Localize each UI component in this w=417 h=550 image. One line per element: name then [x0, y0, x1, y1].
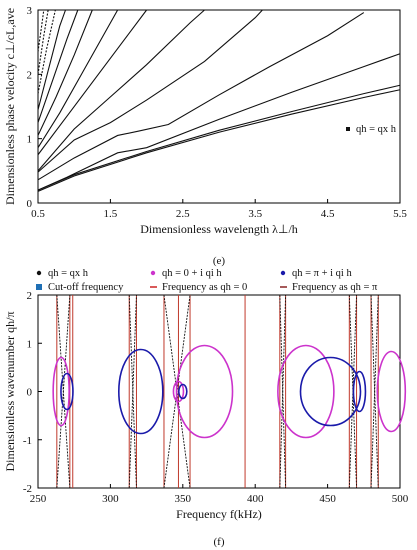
legend-label-e: qh = qx h [356, 124, 397, 135]
caption-e: (e) [213, 255, 226, 267]
series-line-e [37, 53, 401, 191]
series-line-e [37, 89, 401, 192]
series-line-e [37, 84, 401, 191]
series-line-e [37, 9, 67, 110]
legend-entry-f: Frequency as qh = π [280, 282, 378, 293]
real-branch [128, 294, 137, 489]
x-tick-label-e: 1.5 [104, 208, 118, 220]
real-branch [370, 294, 379, 489]
plot-area-f [37, 294, 401, 489]
x-tick-label-f: 500 [392, 493, 409, 505]
ticks-f: 250 300 350 400 450 500 -2 -1 0 1 2 [23, 290, 409, 505]
series-line-e [37, 9, 56, 94]
series-line-e [37, 9, 205, 172]
legend-marker-f [150, 270, 156, 276]
series-group-e [37, 9, 401, 192]
x-axis-label-e: Dimensionless wavelength λ⊥/h [140, 222, 298, 236]
x-tick-label-f: 350 [175, 493, 192, 505]
series-line-e [37, 9, 263, 173]
legend-entry-f: qh = qx h [36, 268, 89, 279]
imag-loop-pi [118, 348, 164, 435]
chart-panel-e: 0.5 1.5 2.5 3.5 4.5 5.5 0 1 2 3 Dimensionless wav… [3, 5, 407, 267]
series-group-f [52, 294, 407, 489]
x-tick-label-f: 400 [247, 493, 264, 505]
legend-marker-e [346, 127, 350, 131]
series-line-e [37, 9, 93, 136]
y-tick-label-e: 3 [27, 5, 33, 17]
legend-label-f: Frequency as qh = 0 [162, 282, 247, 293]
y-tick-label-e: 0 [27, 198, 33, 210]
imag-loop-pi [178, 383, 188, 400]
caption-f: (f) [214, 536, 225, 548]
imag-loop-0 [175, 344, 234, 439]
chart-panel-f: qh = qx h qh = 0 + i qi h qh = π + i qi h C… [3, 268, 409, 548]
x-tick-label-f: 250 [30, 493, 47, 505]
real-branch [279, 294, 287, 489]
legend-entry-f: qh = π + i qi h [280, 268, 352, 279]
y-tick-label-e: 1 [27, 134, 33, 146]
x-tick-label-e: 4.5 [321, 208, 335, 220]
x-tick-label-e: 3.5 [248, 208, 262, 220]
imag-loop-pi [60, 372, 74, 411]
legend-marker-f [280, 270, 286, 276]
y-tick-label-e: 2 [27, 69, 33, 81]
series-line-e [37, 9, 49, 75]
x-tick-label-f: 450 [319, 493, 336, 505]
legend-f: qh = qx h qh = 0 + i qi h qh = π + i qi h C… [36, 268, 378, 293]
legend-entry-f: Frequency as qh = 0 [150, 282, 247, 293]
imag-loop-0 [172, 380, 185, 403]
x-tick-label-e: 5.5 [393, 208, 407, 220]
ticks-e: 0.5 1.5 2.5 3.5 4.5 5.5 0 1 2 3 [27, 5, 408, 220]
x-axis-label-f: Frequency f(kHz) [176, 507, 262, 521]
imag-loop-0 [277, 344, 335, 439]
y-tick-label-f: 1 [27, 338, 33, 350]
real-branch [56, 294, 71, 489]
x-tick-label-e: 2.5 [176, 208, 190, 220]
y-tick-label-f: -1 [23, 435, 32, 447]
legend-label-f: qh = π + i qi h [292, 268, 352, 279]
y-tick-label-f: 2 [27, 290, 33, 302]
legend-marker-f [36, 270, 42, 276]
imag-loop-0 [52, 356, 70, 427]
imag-loop-0 [376, 350, 407, 433]
y-axis-label-e: Dimensionless phase velocity c⊥/cL,ave [3, 8, 17, 205]
legend-marker-f [36, 284, 42, 290]
legend-e: qh = qx h [346, 124, 397, 135]
imag-loop-pi [299, 356, 362, 427]
legend-label-f: qh = 0 + i qi h [162, 268, 222, 279]
x-tick-label-e: 0.5 [31, 208, 45, 220]
y-axis-label-f: Dimensionless wavenumber qh/π [3, 311, 17, 471]
series-line-e [37, 9, 45, 52]
series-line-e [37, 12, 365, 181]
imag-loop-pi [352, 370, 367, 413]
legend-label-f: qh = qx h [48, 268, 89, 279]
legend-entry-f: Cut-off frequency [36, 282, 124, 293]
x-tick-label-f: 300 [102, 493, 119, 505]
legend-label-f: Frequency as qh = π [292, 282, 378, 293]
series-line-e [37, 9, 119, 148]
legend-label-f: Cut-off frequency [48, 282, 124, 293]
series-line-e [37, 9, 79, 123]
legend-entry-f: qh = 0 + i qi h [150, 268, 222, 279]
y-tick-label-f: 0 [27, 387, 33, 399]
y-tick-label-f: -2 [23, 483, 32, 495]
plot-area-e [37, 9, 401, 204]
series-line-e [37, 9, 148, 156]
